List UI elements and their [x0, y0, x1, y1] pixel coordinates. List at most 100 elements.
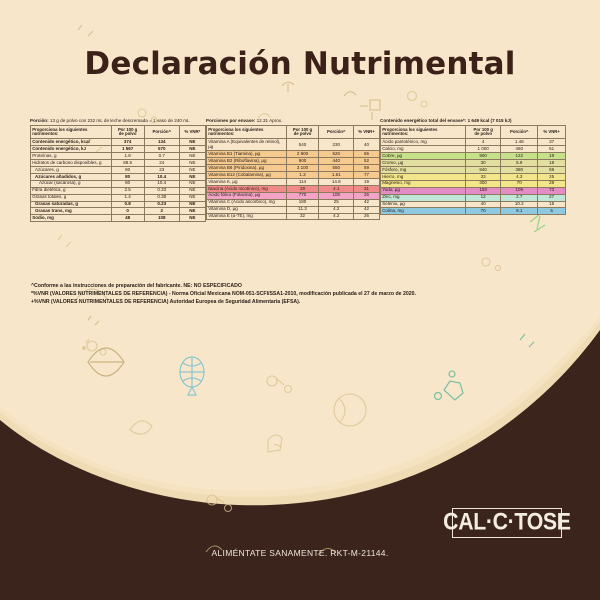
row-portion: 105: [318, 191, 355, 200]
vitamin-rows: Vitamina A (Equivalentes de retinol), µg…: [206, 138, 380, 221]
row-nutrient-name: Fibra dietética, g: [30, 186, 112, 195]
row-nutrient-name: Ácido pantoténico, mg: [379, 138, 467, 147]
macronutrient-column: Proporciona los siguientes nutrimentos: …: [30, 125, 207, 223]
row-vnr: NE: [178, 214, 207, 223]
row-nutrient-name: Azúcares añadidos, g: [30, 172, 112, 181]
row-per100: 33: [465, 172, 502, 181]
row-vnr: NE: [178, 179, 207, 188]
col-vnr: % VNR+: [353, 125, 380, 140]
row-vnr: 73: [537, 186, 566, 195]
row-per100: 300: [465, 179, 502, 188]
nutrition-panel: Porción: 13 g de polvo con 232 mL de lec…: [30, 118, 570, 223]
total-energy-label: Contenido energético total del envase*:: [380, 118, 467, 123]
table-row: Vitamina B1 (Tiamina), µg 2 900 520 65: [206, 150, 380, 159]
table-row: Yodo, µg 159 109 73: [379, 186, 566, 195]
row-nutrient-name: Vitamina E (α-TE), mg: [206, 212, 287, 221]
servings-label: Porciones por envase:: [206, 118, 256, 123]
row-nutrient-name: Contenido energético, kcal: [30, 138, 112, 147]
row-portion: 1.48: [500, 138, 539, 147]
row-nutrient-name: Zinc, mg: [379, 193, 467, 202]
row-portion: 0.38: [143, 193, 180, 202]
col-portion: Porción^: [143, 125, 180, 140]
portion-statement: Porción: 13 g de polvo con 232 mL de lec…: [30, 118, 206, 124]
table-row: Vitamina B12 (Cobalamina), µg 1.3 1.61 77: [206, 171, 380, 180]
col-per100: Por 100 g de polvo: [285, 125, 320, 140]
row-vnr: 77: [353, 171, 380, 180]
row-nutrient-name: Calcio, mg: [379, 145, 467, 154]
vitamin-column: Proporciona los siguientes nutrimentos: …: [206, 125, 380, 222]
row-portion: 25: [318, 198, 355, 207]
portion-label: Porción:: [30, 118, 49, 123]
row-nutrient-name: Cobre, µg: [379, 152, 467, 161]
row-per100: 159: [465, 186, 502, 195]
row-portion: 0.33: [143, 186, 180, 195]
col-portion: Porción^: [318, 125, 355, 140]
col-vnr: % VNR*: [178, 125, 207, 140]
row-nutrient-name: Proteínas, g: [30, 152, 112, 161]
row-per100: 48: [110, 214, 145, 223]
col-vnr: % VNR+: [537, 125, 566, 140]
row-per100: 80: [110, 172, 145, 181]
row-per100: 12: [465, 193, 502, 202]
row-nutrient-name: Colina, mg: [379, 207, 467, 216]
brand-logo-text: CAL·C·TOSE: [443, 509, 571, 536]
row-per100: 1.4: [110, 193, 145, 202]
row-per100: 900: [465, 152, 502, 161]
footer-text: ALIMÉNTATE SANAMENTE. RKT-M-21144.: [211, 548, 389, 558]
table-row: Selenio, µg 40 10.2 15: [379, 200, 566, 209]
table-row: Hidratos de carbono disponibles, g 88.5 24…: [30, 159, 207, 168]
row-portion: 550: [318, 164, 355, 173]
row-portion: 10.4: [143, 179, 180, 188]
row-vnr: NE: [178, 166, 207, 174]
row-portion: 5.9: [500, 159, 539, 168]
row-vnr: 19: [353, 178, 380, 186]
col-per100: Por 100 g de polvo: [465, 125, 502, 140]
table-row: Grasas totales, g 1.4 0.38 NE: [30, 193, 207, 202]
row-portion: 108: [143, 214, 180, 223]
row-per100: 80: [110, 166, 145, 174]
row-per100: 0: [110, 207, 145, 216]
row-vnr: NE: [178, 200, 207, 209]
row-nutrient-name: Selenio, µg: [379, 200, 467, 209]
table-row: Contenido energético, kcal 374 134 NE: [30, 138, 207, 147]
table-row: Contenido energético, kJ 1 567 570 NE: [30, 145, 207, 154]
row-per100: 2.5: [110, 186, 145, 195]
row-per100: 770: [285, 191, 320, 200]
row-portion: 4.3: [500, 172, 539, 181]
row-portion: 230: [318, 138, 355, 152]
servings-value: 12.31 Aprox.: [256, 118, 283, 123]
row-vnr: NE: [178, 186, 207, 195]
row-nutrient-name: Grasas totales, g: [30, 193, 112, 202]
table-row: Grasas saturadas, g 0.8 0.23 NE: [30, 200, 207, 209]
row-per100: 540: [285, 138, 320, 152]
col-nutrient: Proporciona los siguientes nutrimentos:: [30, 125, 112, 140]
row-per100: 374: [110, 138, 145, 147]
row-nutrient-name: Hidratos de carbono disponibles, g: [30, 159, 112, 168]
table-row: Hierro, mg 33 4.3 25: [379, 172, 566, 181]
footnote-3: +%VNR (VALORES NUTRIMENTALES DE REFERENC…: [31, 299, 301, 306]
table-header-row: Proporciona los siguientes nutrimentos: …: [379, 125, 566, 140]
row-vnr: 40: [353, 138, 380, 152]
table-row: Vitamina B6 (Piridoxina), µg 3 100 550 59: [206, 164, 380, 173]
row-vnr: 42: [353, 198, 380, 207]
row-portion: 460: [500, 145, 539, 154]
col-portion: Porción^: [500, 125, 539, 140]
row-per100: 3 100: [285, 164, 320, 173]
row-portion: 109: [500, 186, 539, 195]
row-per100: 11.3: [285, 205, 320, 214]
row-nutrient-name: Vitamina B12 (Cobalamina), µg: [206, 171, 287, 180]
row-vnr: 37: [537, 138, 566, 147]
row-vnr: NE: [178, 207, 207, 216]
servings-statement: Porciones por envase: 12.31 Aprox.: [206, 118, 380, 124]
row-nutrient-name: Vitamina K, µg: [206, 178, 287, 186]
row-nutrient-name: Vitamina A (Equivalentes de retinol), µg: [206, 138, 287, 152]
table-row: Calcio, mg 1 000 460 51: [379, 145, 566, 154]
table-row: Colina, mg 70 9.1 5: [379, 207, 566, 216]
table-row: Magnesio, mg 300 70 28: [379, 179, 566, 188]
row-portion: 0.7: [143, 152, 180, 161]
row-vnr: NE: [178, 145, 207, 154]
portion-value: 13 g de polvo con 232 mL de leche descre…: [49, 118, 190, 123]
row-vnr: NE: [178, 138, 207, 147]
row-portion: 1.61: [318, 171, 355, 180]
row-per100: 180: [285, 198, 320, 207]
